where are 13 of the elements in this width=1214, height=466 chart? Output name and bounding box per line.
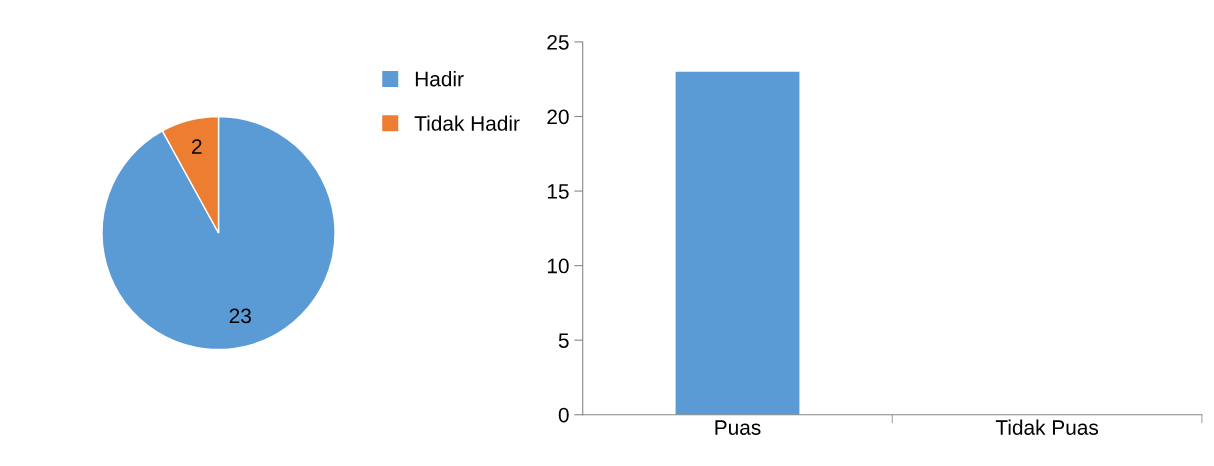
x-tick-label: Puas (715, 420, 761, 435)
data-label: 2 (192, 139, 202, 154)
y-tick-label: 20 (547, 109, 569, 125)
y-tick-label: 0 (558, 407, 569, 423)
legend-label: Tidak Hadir (414, 115, 520, 131)
y-tick-label: 5 (558, 333, 569, 348)
x-tick-label: Tidak Puas (995, 419, 1099, 435)
y-tick-label: 25 (547, 34, 569, 50)
y-tick-label: 15 (547, 184, 569, 199)
data-label: 23 (229, 308, 251, 324)
pie-slice (101, 115, 336, 351)
legend-label: Hadir (415, 71, 464, 87)
y-tick-label: 10 (547, 258, 569, 274)
